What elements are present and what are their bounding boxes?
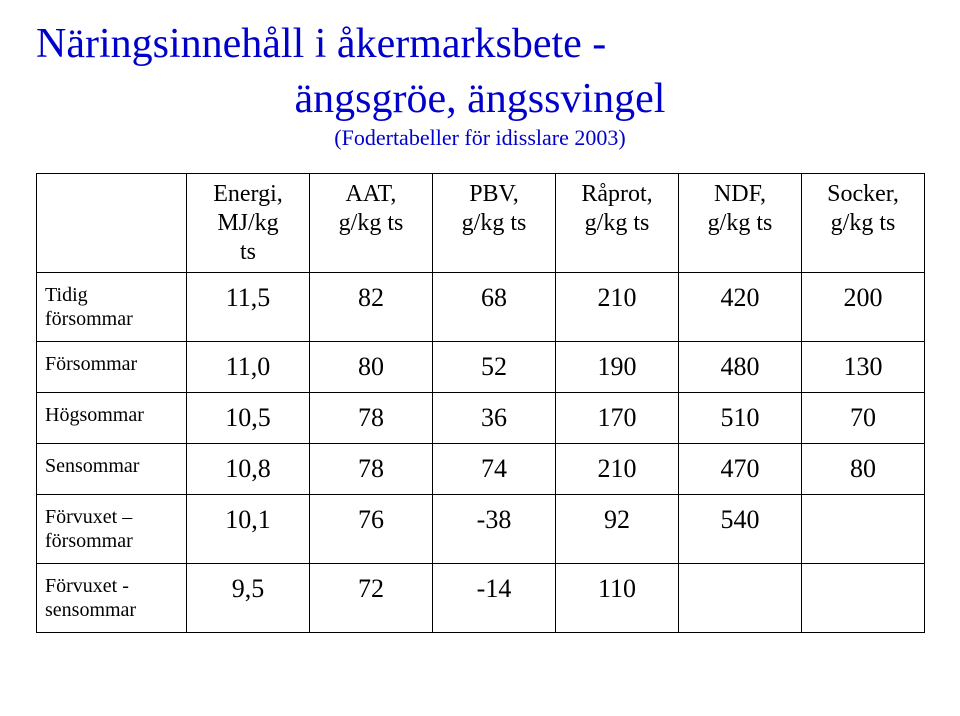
cell: 82 bbox=[310, 273, 433, 342]
cell: 130 bbox=[802, 342, 925, 393]
row-label: Högsommar bbox=[37, 393, 187, 444]
table-row: Försommar 11,0 80 52 190 480 130 bbox=[37, 342, 925, 393]
cell: -38 bbox=[433, 495, 556, 564]
cell: 420 bbox=[679, 273, 802, 342]
cell: 170 bbox=[556, 393, 679, 444]
col-header-energi: Energi, MJ/kg ts bbox=[187, 174, 310, 273]
row-label: Tidig försommar bbox=[37, 273, 187, 342]
cell bbox=[802, 564, 925, 633]
page-title-line2: ängsgröe, ängssvingel bbox=[36, 73, 924, 126]
col-header-aat: AAT, g/kg ts bbox=[310, 174, 433, 273]
col-header-ndf: NDF, g/kg ts bbox=[679, 174, 802, 273]
col-header-socker: Socker, g/kg ts bbox=[802, 174, 925, 273]
source-caption: (Fodertabeller för idisslare 2003) bbox=[36, 125, 924, 151]
table-header-row: Energi, MJ/kg ts AAT, g/kg ts PBV, g/kg … bbox=[37, 174, 925, 273]
cell: 10,8 bbox=[187, 444, 310, 495]
cell: 200 bbox=[802, 273, 925, 342]
cell bbox=[802, 495, 925, 564]
slide: Näringsinnehåll i åkermarksbete - ängsgr… bbox=[0, 0, 960, 716]
table-row: Högsommar 10,5 78 36 170 510 70 bbox=[37, 393, 925, 444]
cell: 10,1 bbox=[187, 495, 310, 564]
cell: 10,5 bbox=[187, 393, 310, 444]
cell: 78 bbox=[310, 393, 433, 444]
cell: 190 bbox=[556, 342, 679, 393]
row-label: Förvuxet – försommar bbox=[37, 495, 187, 564]
cell: 540 bbox=[679, 495, 802, 564]
cell: 68 bbox=[433, 273, 556, 342]
cell: 11,5 bbox=[187, 273, 310, 342]
table-row: Tidig försommar 11,5 82 68 210 420 200 bbox=[37, 273, 925, 342]
col-header-empty bbox=[37, 174, 187, 273]
cell: 80 bbox=[310, 342, 433, 393]
table-row: Förvuxet – försommar 10,1 76 -38 92 540 bbox=[37, 495, 925, 564]
cell: 9,5 bbox=[187, 564, 310, 633]
row-label: Sensommar bbox=[37, 444, 187, 495]
page-title-line1: Näringsinnehåll i åkermarksbete - bbox=[36, 18, 924, 71]
cell: 74 bbox=[433, 444, 556, 495]
cell: 480 bbox=[679, 342, 802, 393]
row-label: Försommar bbox=[37, 342, 187, 393]
cell: 510 bbox=[679, 393, 802, 444]
cell: 72 bbox=[310, 564, 433, 633]
col-header-pbv: PBV, g/kg ts bbox=[433, 174, 556, 273]
cell: 36 bbox=[433, 393, 556, 444]
cell: -14 bbox=[433, 564, 556, 633]
table-row: Förvuxet - sensommar 9,5 72 -14 110 bbox=[37, 564, 925, 633]
cell: 470 bbox=[679, 444, 802, 495]
cell: 110 bbox=[556, 564, 679, 633]
cell: 210 bbox=[556, 273, 679, 342]
cell: 210 bbox=[556, 444, 679, 495]
cell: 92 bbox=[556, 495, 679, 564]
table-row: Sensommar 10,8 78 74 210 470 80 bbox=[37, 444, 925, 495]
col-header-raprot: Råprot, g/kg ts bbox=[556, 174, 679, 273]
cell: 70 bbox=[802, 393, 925, 444]
cell: 80 bbox=[802, 444, 925, 495]
cell: 52 bbox=[433, 342, 556, 393]
cell bbox=[679, 564, 802, 633]
cell: 78 bbox=[310, 444, 433, 495]
nutrition-table: Energi, MJ/kg ts AAT, g/kg ts PBV, g/kg … bbox=[36, 173, 925, 633]
cell: 76 bbox=[310, 495, 433, 564]
cell: 11,0 bbox=[187, 342, 310, 393]
row-label: Förvuxet - sensommar bbox=[37, 564, 187, 633]
